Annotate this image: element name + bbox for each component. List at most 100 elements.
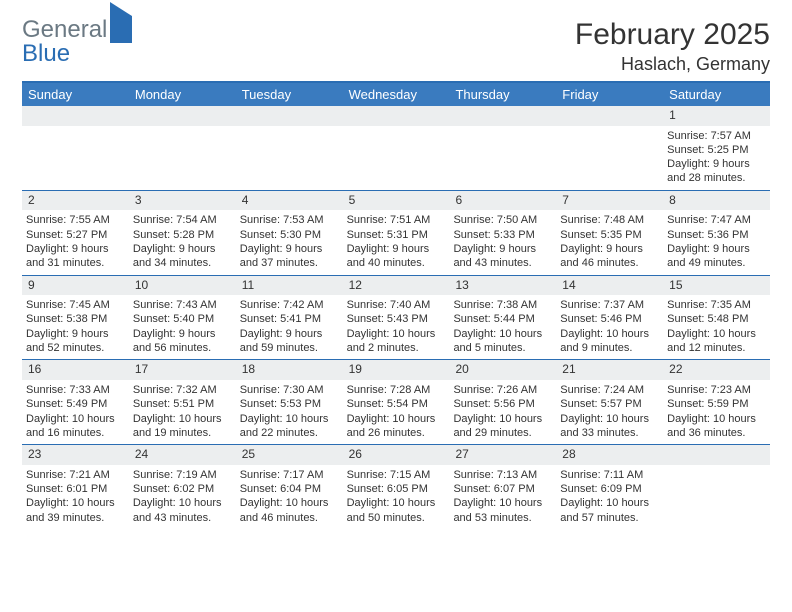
day-cell-blank <box>236 106 343 190</box>
day-cell-blank <box>129 106 236 190</box>
day-cell: 13Sunrise: 7:38 AMSunset: 5:44 PMDayligh… <box>449 276 556 360</box>
daylight2-text: and 9 minutes. <box>560 341 659 355</box>
daylight2-text: and 26 minutes. <box>347 426 446 440</box>
sunrise-text: Sunrise: 7:24 AM <box>560 383 659 397</box>
sunset-text: Sunset: 5:33 PM <box>453 228 552 242</box>
sunset-text: Sunset: 5:30 PM <box>240 228 339 242</box>
triangle-icon <box>110 2 132 43</box>
brand-logo: General Blue <box>22 18 132 66</box>
sunrise-text: Sunrise: 7:32 AM <box>133 383 232 397</box>
day-cell: 6Sunrise: 7:50 AMSunset: 5:33 PMDaylight… <box>449 191 556 275</box>
sunrise-text: Sunrise: 7:47 AM <box>667 213 766 227</box>
sunset-text: Sunset: 5:57 PM <box>560 397 659 411</box>
sunset-text: Sunset: 5:59 PM <box>667 397 766 411</box>
day-cell: 23Sunrise: 7:21 AMSunset: 6:01 PMDayligh… <box>22 445 129 529</box>
day-number <box>663 445 770 465</box>
day-cell-blank <box>556 106 663 190</box>
sunset-text: Sunset: 6:05 PM <box>347 482 446 496</box>
daylight1-text: Daylight: 10 hours <box>240 412 339 426</box>
day-cell: 4Sunrise: 7:53 AMSunset: 5:30 PMDaylight… <box>236 191 343 275</box>
daylight1-text: Daylight: 10 hours <box>133 496 232 510</box>
daylight1-text: Daylight: 10 hours <box>240 496 339 510</box>
sunrise-text: Sunrise: 7:28 AM <box>347 383 446 397</box>
day-cell-blank <box>343 106 450 190</box>
day-of-week-label: Saturday <box>663 83 770 106</box>
sunset-text: Sunset: 5:38 PM <box>26 312 125 326</box>
week-row: 9Sunrise: 7:45 AMSunset: 5:38 PMDaylight… <box>22 275 770 360</box>
day-number <box>449 106 556 126</box>
title-block: February 2025 Haslach, Germany <box>575 18 770 75</box>
daylight1-text: Daylight: 9 hours <box>26 327 125 341</box>
day-number: 15 <box>663 276 770 296</box>
sunrise-text: Sunrise: 7:11 AM <box>560 468 659 482</box>
day-cell: 17 Sunrise: 7:32 AMSunset: 5:51 PMDayligh… <box>129 360 236 444</box>
day-of-week-row: SundayMondayTuesdayWednesdayThursdayFrid… <box>22 83 770 106</box>
day-cell: 25Sunrise: 7:17 AMSunset: 6:04 PMDayligh… <box>236 445 343 529</box>
daylight1-text: Daylight: 10 hours <box>347 412 446 426</box>
weeks-container: 1 Sunrise: 7:57 AMSunset: 5:25 PM Daylight… <box>22 106 770 529</box>
sunset-text: Sunset: 6:02 PM <box>133 482 232 496</box>
day-cell: 19Sunrise: 7:28 AMSunset: 5:54 PMDayligh… <box>343 360 450 444</box>
sunset-text: Sunset: 6:07 PM <box>453 482 552 496</box>
day-cell-blank <box>449 106 556 190</box>
day-number <box>22 106 129 126</box>
day-cell: 28Sunrise: 7:11 AMSunset: 6:09 PMDayligh… <box>556 445 663 529</box>
daylight2-text: and 59 minutes. <box>240 341 339 355</box>
day-number: 3 <box>129 191 236 211</box>
day-cell: 16Sunrise: 7:33 AMSunset: 5:49 PMDayligh… <box>22 360 129 444</box>
sunset-text: Sunset: 5:48 PM <box>667 312 766 326</box>
day-number: 22 <box>663 360 770 380</box>
daylight1-text: Daylight: 10 hours <box>133 412 232 426</box>
daylight2-text: and 5 minutes. <box>453 341 552 355</box>
daylight2-text: and 37 minutes. <box>240 256 339 270</box>
day-number: 7 <box>556 191 663 211</box>
day-cell: 24Sunrise: 7:19 AMSunset: 6:02 PMDayligh… <box>129 445 236 529</box>
brand-word2: Blue <box>22 40 70 67</box>
day-cell: 21Sunrise: 7:24 AMSunset: 5:57 PMDayligh… <box>556 360 663 444</box>
daylight2-text: and 31 minutes. <box>26 256 125 270</box>
day-number: 23 <box>22 445 129 465</box>
day-number: 2 <box>22 191 129 211</box>
day-number: 25 <box>236 445 343 465</box>
day-number: 6 <box>449 191 556 211</box>
daylight1-text: Daylight: 9 hours <box>560 242 659 256</box>
daylight2-text: and 46 minutes. <box>560 256 659 270</box>
day-number: 17 <box>129 360 236 380</box>
month-title: February 2025 <box>575 18 770 52</box>
day-cell: 11Sunrise: 7:42 AMSunset: 5:41 PMDayligh… <box>236 276 343 360</box>
daylight1-text: Daylight: 9 hours <box>347 242 446 256</box>
daylight2-text: and 33 minutes. <box>560 426 659 440</box>
day-cell: 12Sunrise: 7:40 AMSunset: 5:43 PMDayligh… <box>343 276 450 360</box>
day-cell: 18Sunrise: 7:30 AMSunset: 5:53 PMDayligh… <box>236 360 343 444</box>
day-cell: 7Sunrise: 7:48 AMSunset: 5:35 PMDaylight… <box>556 191 663 275</box>
day-number: 27 <box>449 445 556 465</box>
day-number: 18 <box>236 360 343 380</box>
daylight1-text: Daylight: 10 hours <box>26 412 125 426</box>
day-number <box>236 106 343 126</box>
week-row: 23Sunrise: 7:21 AMSunset: 6:01 PMDayligh… <box>22 444 770 529</box>
daylight2-text: and 50 minutes. <box>347 511 446 525</box>
sunrise-text: Sunrise: 7:37 AM <box>560 298 659 312</box>
sunrise-text: Sunrise: 7:57 AM <box>667 129 766 143</box>
sunset-text: Sunset: 5:25 PM <box>667 143 766 157</box>
sunrise-text: Sunrise: 7:35 AM <box>667 298 766 312</box>
daylight1-text: Daylight: 9 hours <box>26 242 125 256</box>
day-number: 1 <box>663 106 770 126</box>
daylight1-text: Daylight: 10 hours <box>560 496 659 510</box>
daylight2-text: and 29 minutes. <box>453 426 552 440</box>
sunrise-text: Sunrise: 7:23 AM <box>667 383 766 397</box>
sunrise-text: Sunrise: 7:43 AM <box>133 298 232 312</box>
day-number: 20 <box>449 360 556 380</box>
sunset-text: Sunset: 5:40 PM <box>133 312 232 326</box>
sunset-text: Sunset: 5:35 PM <box>560 228 659 242</box>
day-number: 19 <box>343 360 450 380</box>
daylight1-text: Daylight: 10 hours <box>347 327 446 341</box>
daylight2-text: and 52 minutes. <box>26 341 125 355</box>
sunset-text: Sunset: 5:51 PM <box>133 397 232 411</box>
day-number: 28 <box>556 445 663 465</box>
day-of-week-label: Tuesday <box>236 83 343 106</box>
day-cell: 8Sunrise: 7:47 AMSunset: 5:36 PMDaylight… <box>663 191 770 275</box>
daylight2-text: and 49 minutes. <box>667 256 766 270</box>
day-cell-blank <box>22 106 129 190</box>
daylight1-text: Daylight: 10 hours <box>26 496 125 510</box>
